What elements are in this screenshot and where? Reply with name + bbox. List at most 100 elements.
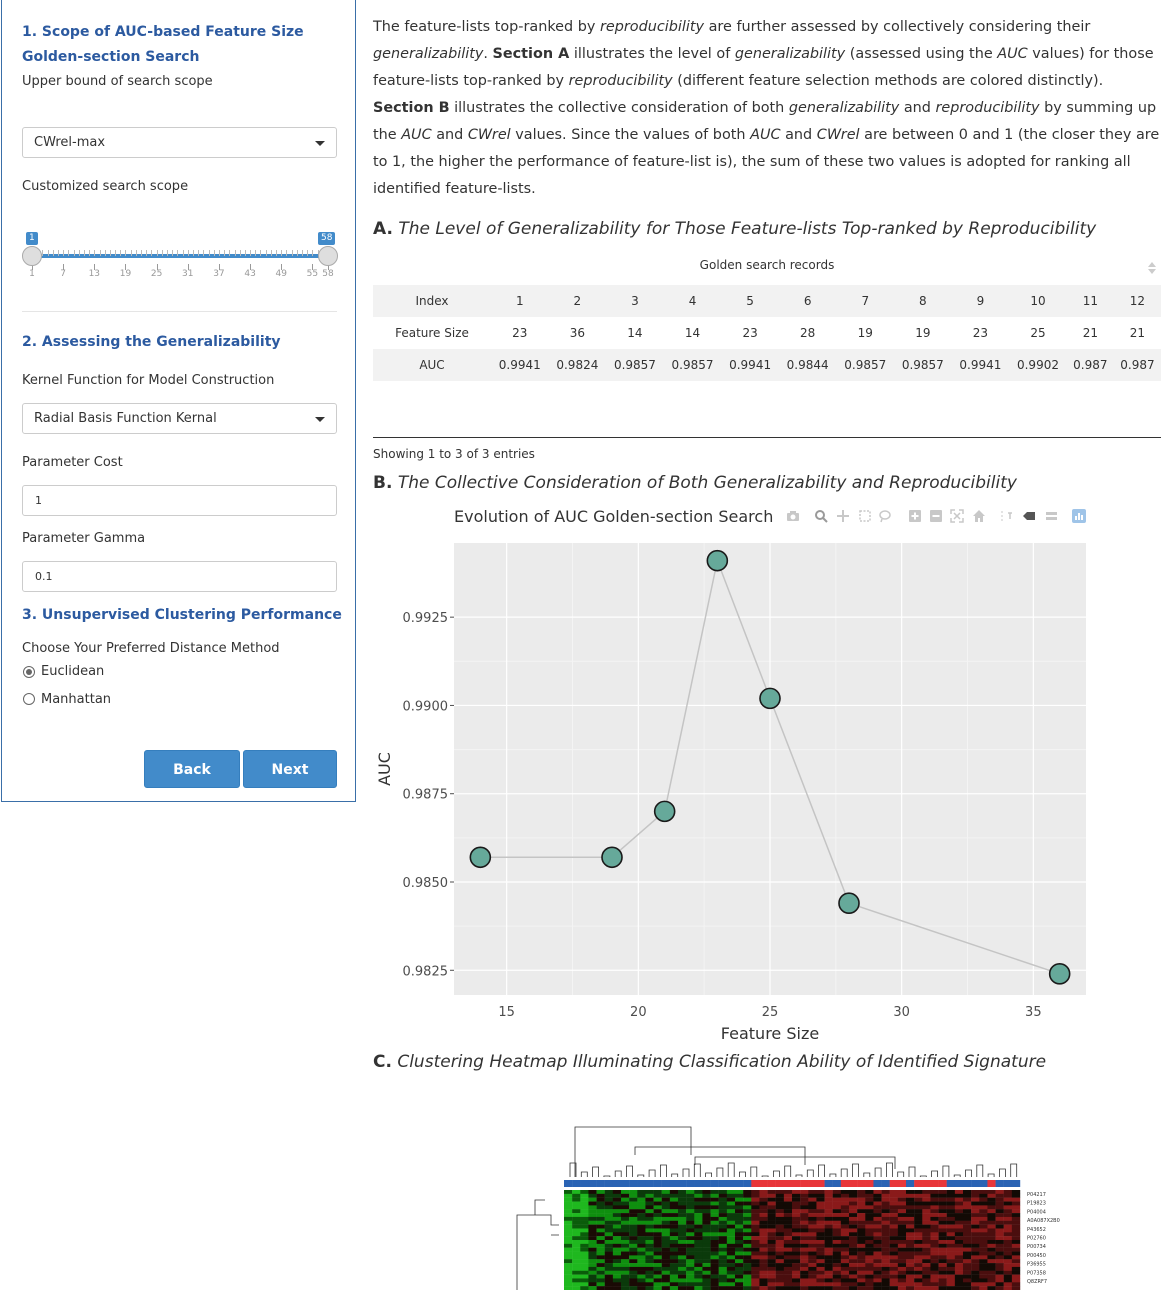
back-button[interactable]: Back — [144, 750, 240, 788]
slider-tick — [192, 250, 194, 256]
plotly-logo-icon[interactable] — [1072, 509, 1086, 523]
slider-handle-high[interactable] — [318, 246, 338, 266]
data-point[interactable] — [653, 800, 676, 823]
slider-tick-label: 58 — [322, 269, 334, 279]
slider-tick — [109, 250, 111, 256]
section-c-title: C. Clustering Heatmap Illuminating Class… — [373, 1052, 1046, 1072]
upper-bound-label: Upper bound of search scope — [22, 74, 213, 89]
class-bar-cell — [669, 1180, 679, 1187]
section-a-title: A. The Level of Generalizability for Tho… — [373, 219, 1096, 239]
x-tick-label: 20 — [630, 1005, 647, 1020]
intro-text: values) for those feature-lists top-rank… — [373, 46, 1154, 89]
section-c-text: Clustering Heatmap Illuminating Classifi… — [397, 1052, 1047, 1072]
clustering-heatmap: P04217 P19823 P04004 A0A087X2B0 P43652 P02760… — [516, 1126, 1060, 1290]
class-bar-cell — [906, 1180, 915, 1187]
upper-bound-select[interactable]: CWrel-max — [22, 127, 337, 158]
next-button[interactable]: Next — [243, 750, 337, 788]
slider-tick — [250, 250, 252, 256]
zoom-out-icon[interactable] — [929, 509, 943, 523]
intro-em: CWrel — [467, 127, 511, 143]
slider-tick-label: 55 — [306, 269, 319, 279]
slider-tick — [312, 250, 314, 256]
intro-text: are further assessed by collectively con… — [704, 19, 1091, 35]
row-label-auc: AUC — [373, 349, 491, 381]
feature-size-cell: 23 — [742, 326, 758, 340]
slider-tick — [260, 250, 262, 256]
kernel-value: Radial Basis Function Kernal — [34, 411, 217, 426]
auc-line-chart[interactable]: 15 20 25 30 35 0.9825 0.9850 0.9875 0.9900 0.9925… — [373, 535, 1103, 1050]
heatmap-row-label: P02760 — [1027, 1236, 1046, 1242]
slider-tick — [99, 250, 101, 256]
radio-manhattan[interactable] — [23, 693, 35, 705]
camera-icon[interactable] — [786, 509, 800, 523]
section-a-text: The Level of Generalizability for Those … — [398, 219, 1097, 239]
slider-tick — [270, 250, 272, 256]
slider-tick — [135, 250, 137, 256]
feature-size-cell: 19 — [915, 326, 931, 340]
chevron-down-icon — [315, 141, 325, 146]
class-bar-cell — [914, 1180, 923, 1187]
heatmap-row-label: P19823 — [1027, 1201, 1046, 1207]
index-cell: 4 — [663, 285, 722, 317]
box-select-icon[interactable] — [858, 509, 872, 523]
class-bar-cell — [1003, 1180, 1013, 1187]
hover-closest-icon[interactable] — [1022, 509, 1036, 523]
home-icon[interactable] — [972, 509, 986, 523]
class-bar-cell — [971, 1180, 980, 1187]
radio-euclidean[interactable] — [23, 666, 35, 678]
slider-major-tick — [94, 264, 96, 270]
feature-size-cell: 14 — [627, 326, 643, 340]
slider-major-tick — [63, 264, 65, 270]
auc-cell: 0.9941 — [491, 349, 549, 381]
autoscale-icon[interactable] — [950, 509, 964, 523]
slider-tick — [151, 250, 153, 256]
class-bar-cell — [808, 1180, 817, 1187]
data-point[interactable] — [601, 846, 623, 869]
slider-major-tick — [218, 264, 220, 270]
intro-em: AUC — [997, 46, 1028, 62]
lasso-icon[interactable] — [878, 509, 892, 523]
zoom-in-icon[interactable] — [908, 509, 922, 523]
table-row: Feature Size 23 36 14 14 23 28 19 19 23 25 21 21 — [373, 317, 1161, 349]
data-point[interactable] — [469, 846, 492, 869]
feature-size-cell: 36 — [569, 326, 585, 340]
intro-em: generalizability — [373, 46, 484, 62]
intro-text: and — [780, 127, 817, 143]
sort-icon[interactable] — [1148, 262, 1156, 274]
class-bar-cell — [979, 1180, 988, 1187]
class-bar-cell — [702, 1180, 711, 1187]
index-cell: 10 — [1009, 285, 1067, 317]
intro-text: The feature-lists top-ranked by — [373, 19, 600, 35]
slider-track[interactable] — [32, 254, 328, 258]
data-point[interactable] — [838, 892, 860, 914]
feature-size-cell: 14 — [684, 326, 701, 340]
auc-cell: 0.9941 — [721, 349, 779, 381]
index-cell: 9 — [951, 285, 1010, 317]
data-point[interactable] — [1048, 963, 1071, 985]
class-bar-cell — [816, 1180, 825, 1187]
hover-compare-icon[interactable] — [1044, 509, 1058, 523]
slider-handle-low[interactable] — [22, 246, 42, 266]
data-point[interactable] — [759, 687, 781, 710]
cost-input[interactable]: 1 — [22, 485, 337, 516]
heatmap-row-label: P04004 — [1027, 1209, 1046, 1215]
intro-em: generalizability — [734, 46, 846, 62]
zoom-icon[interactable] — [814, 509, 828, 523]
data-point[interactable] — [706, 549, 729, 572]
slider-tick — [156, 250, 158, 256]
spike-lines-icon[interactable] — [999, 509, 1013, 523]
section1-title: 1. Scope of AUC-based Feature Size Golde… — [22, 24, 304, 65]
slider-tick — [276, 250, 278, 256]
radio-manhattan-label[interactable]: Manhattan — [41, 692, 112, 707]
intro-text: . — [483, 46, 493, 62]
class-bar-cell — [824, 1180, 833, 1187]
kernel-select[interactable]: Radial Basis Function Kernal — [22, 403, 337, 434]
gamma-input[interactable]: 0.1 — [22, 561, 337, 592]
pan-icon[interactable] — [836, 509, 850, 523]
section-b-title: B. The Collective Consideration of Both … — [373, 473, 1017, 493]
radio-euclidean-label[interactable]: Euclidean — [41, 664, 105, 679]
intro-paragraph: The feature-lists top-ranked by reproduc… — [373, 14, 1163, 203]
class-bar-cell — [751, 1180, 760, 1187]
table-info: Showing 1 to 3 of 3 entries — [373, 447, 535, 461]
class-bar-cell — [710, 1180, 719, 1187]
